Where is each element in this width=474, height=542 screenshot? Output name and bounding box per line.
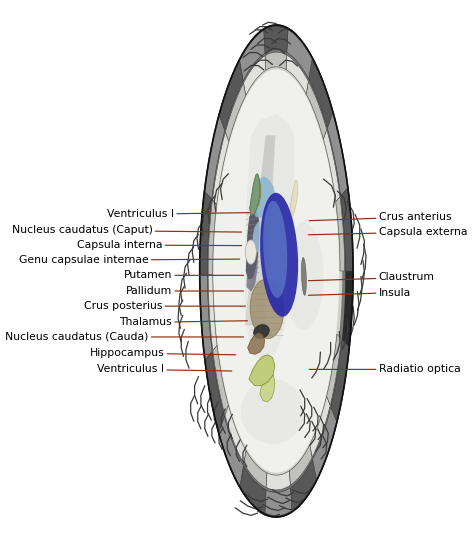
Polygon shape bbox=[244, 450, 267, 487]
Polygon shape bbox=[246, 238, 258, 292]
Polygon shape bbox=[213, 345, 228, 415]
Ellipse shape bbox=[254, 325, 269, 338]
Polygon shape bbox=[253, 176, 275, 218]
Text: Claustrum: Claustrum bbox=[309, 273, 435, 282]
Polygon shape bbox=[200, 191, 212, 275]
Polygon shape bbox=[265, 488, 292, 516]
Polygon shape bbox=[225, 83, 246, 141]
Ellipse shape bbox=[260, 193, 298, 317]
Polygon shape bbox=[306, 81, 327, 139]
Polygon shape bbox=[287, 30, 312, 79]
Text: Radiatio optica: Radiatio optica bbox=[309, 364, 460, 375]
Text: Genu capsulae internae: Genu capsulae internae bbox=[19, 255, 239, 265]
Polygon shape bbox=[246, 210, 259, 279]
Polygon shape bbox=[291, 460, 317, 511]
Polygon shape bbox=[310, 396, 330, 457]
Polygon shape bbox=[200, 274, 212, 360]
Polygon shape bbox=[200, 25, 353, 517]
Polygon shape bbox=[264, 26, 288, 53]
Polygon shape bbox=[327, 113, 347, 196]
Ellipse shape bbox=[301, 257, 306, 295]
Text: Insula: Insula bbox=[309, 288, 411, 298]
Polygon shape bbox=[225, 405, 246, 463]
Polygon shape bbox=[260, 375, 275, 402]
Polygon shape bbox=[205, 352, 224, 432]
Polygon shape bbox=[250, 173, 260, 216]
Polygon shape bbox=[248, 333, 264, 354]
Polygon shape bbox=[327, 334, 341, 405]
Polygon shape bbox=[207, 50, 346, 492]
Polygon shape bbox=[205, 116, 225, 199]
Polygon shape bbox=[208, 200, 217, 274]
Polygon shape bbox=[240, 30, 265, 81]
Polygon shape bbox=[252, 221, 266, 253]
Polygon shape bbox=[313, 407, 337, 479]
Polygon shape bbox=[219, 61, 243, 131]
Polygon shape bbox=[252, 178, 261, 208]
Ellipse shape bbox=[246, 240, 256, 264]
Polygon shape bbox=[336, 197, 345, 271]
Polygon shape bbox=[213, 69, 339, 473]
Polygon shape bbox=[213, 69, 339, 473]
Text: Crus anterius: Crus anterius bbox=[309, 212, 451, 222]
Polygon shape bbox=[309, 59, 333, 128]
Polygon shape bbox=[244, 56, 266, 95]
Polygon shape bbox=[240, 466, 266, 513]
Polygon shape bbox=[210, 60, 342, 482]
Text: Ventriculus I: Ventriculus I bbox=[107, 209, 249, 219]
Text: Nucleus caudatus (Caput): Nucleus caudatus (Caput) bbox=[11, 225, 242, 235]
Polygon shape bbox=[265, 52, 287, 70]
Ellipse shape bbox=[284, 222, 324, 331]
Text: Putamen: Putamen bbox=[124, 270, 244, 280]
Text: Thalamus: Thalamus bbox=[119, 318, 247, 327]
Polygon shape bbox=[212, 132, 229, 205]
Polygon shape bbox=[286, 55, 309, 94]
Text: Hippocampus: Hippocampus bbox=[90, 348, 236, 358]
Text: Capsula externa: Capsula externa bbox=[309, 227, 467, 237]
Ellipse shape bbox=[263, 201, 287, 298]
Ellipse shape bbox=[250, 279, 284, 339]
Polygon shape bbox=[289, 180, 298, 220]
Polygon shape bbox=[245, 114, 294, 363]
Text: Nucleus caudatus (Cauda): Nucleus caudatus (Cauda) bbox=[5, 332, 244, 342]
Polygon shape bbox=[341, 188, 353, 271]
Polygon shape bbox=[249, 355, 275, 385]
Polygon shape bbox=[266, 471, 291, 490]
Ellipse shape bbox=[241, 379, 304, 444]
Polygon shape bbox=[331, 339, 349, 421]
Polygon shape bbox=[208, 274, 217, 351]
Ellipse shape bbox=[304, 273, 311, 302]
Text: Pallidum: Pallidum bbox=[126, 286, 244, 296]
Text: Ventriculus I: Ventriculus I bbox=[97, 364, 232, 375]
Text: Capsula interna: Capsula interna bbox=[77, 240, 242, 250]
Polygon shape bbox=[290, 444, 312, 485]
Polygon shape bbox=[323, 130, 340, 202]
Polygon shape bbox=[219, 417, 244, 486]
Text: Crus posterius: Crus posterius bbox=[84, 301, 246, 311]
